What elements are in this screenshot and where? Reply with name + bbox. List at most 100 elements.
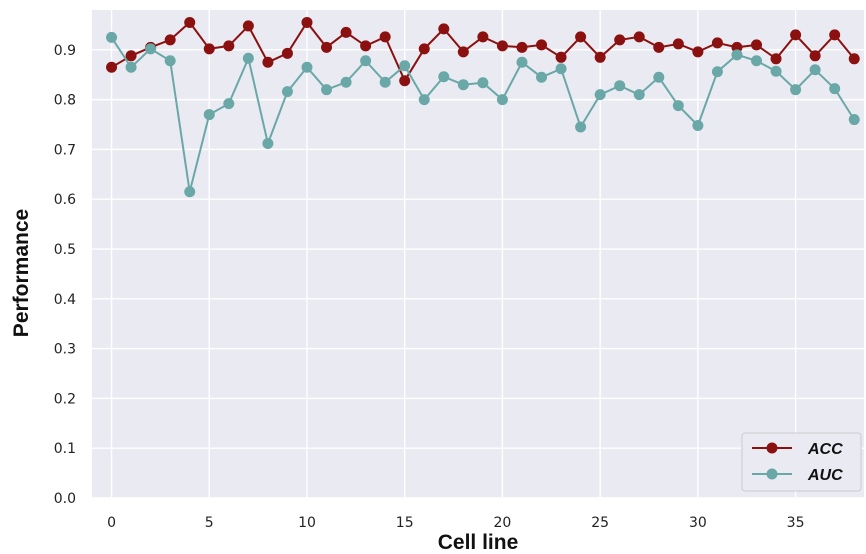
data-point-auc [184, 186, 196, 198]
data-point-acc [516, 41, 528, 53]
data-point-auc [321, 84, 333, 96]
data-point-auc [418, 94, 430, 106]
series-group [106, 16, 860, 198]
data-point-auc [340, 76, 352, 88]
data-point-acc [672, 38, 684, 50]
x-tick-label: 30 [689, 515, 707, 531]
data-point-acc [418, 43, 430, 55]
data-point-auc [203, 109, 215, 121]
data-point-acc [125, 50, 137, 62]
data-point-acc [242, 20, 254, 32]
data-point-auc [379, 76, 391, 88]
data-point-auc [575, 121, 587, 133]
data-point-acc [340, 26, 352, 38]
x-tick-label: 10 [298, 515, 316, 531]
y-tick-label: 0.4 [54, 292, 76, 308]
data-point-auc [125, 61, 137, 73]
y-tick-label: 0.5 [54, 242, 76, 258]
data-point-auc [399, 60, 411, 72]
data-point-acc [848, 53, 860, 65]
data-point-auc [145, 43, 157, 55]
data-point-acc [555, 51, 567, 63]
data-point-acc [575, 31, 587, 43]
data-point-auc [809, 64, 821, 76]
data-point-acc [438, 23, 450, 35]
data-point-acc [301, 16, 313, 28]
data-point-auc [106, 31, 118, 43]
data-point-acc [281, 47, 293, 59]
data-point-auc [223, 98, 235, 110]
data-point-auc [536, 71, 548, 83]
data-point-auc [770, 65, 782, 77]
x-tick-label: 5 [205, 515, 214, 531]
x-tick-label: 0 [107, 515, 116, 531]
x-tick-label: 15 [396, 515, 414, 531]
y-axis-title: Performance [10, 209, 33, 337]
data-point-acc [477, 31, 489, 43]
data-point-acc [829, 29, 841, 41]
data-point-auc [496, 94, 508, 106]
tick-labels: 0 5 10 15 20 25 30 35 0.0 0.1 0.2 0.3 0.4 0.5 0.6 0.7 0.… [54, 43, 805, 531]
data-point-acc [614, 34, 626, 46]
data-point-auc [672, 100, 684, 112]
legend-auc-marker [766, 468, 778, 480]
data-point-auc [614, 80, 626, 92]
data-point-acc [711, 37, 723, 49]
data-point-auc [457, 79, 469, 91]
data-point-auc [477, 77, 489, 89]
plot-area [92, 10, 864, 498]
data-point-acc [321, 41, 333, 53]
data-point-auc [262, 137, 274, 149]
data-point-auc [829, 83, 841, 95]
y-tick-label: 0.7 [54, 142, 76, 158]
data-point-acc [770, 53, 782, 65]
y-tick-label: 0.2 [54, 391, 76, 407]
legend: ACC AUC [741, 432, 862, 492]
data-point-acc [751, 39, 763, 51]
data-point-acc [379, 31, 391, 43]
data-point-auc [692, 120, 704, 132]
data-point-acc [106, 61, 118, 73]
data-point-acc [809, 50, 821, 62]
x-tick-label: 35 [787, 515, 805, 531]
data-point-auc [360, 55, 372, 67]
data-point-acc [203, 43, 215, 55]
data-point-auc [516, 56, 528, 68]
data-point-auc [711, 66, 723, 78]
data-point-acc [653, 41, 665, 53]
y-tick-label: 0.9 [54, 43, 76, 59]
data-point-auc [301, 61, 313, 73]
data-point-acc [262, 56, 274, 68]
data-point-acc [184, 16, 196, 28]
y-tick-label: 0.0 [54, 491, 76, 507]
data-point-acc [457, 46, 469, 58]
y-tick-label: 0.8 [54, 93, 76, 109]
data-point-acc [790, 29, 802, 41]
y-tick-label: 0.1 [54, 441, 76, 457]
legend-acc-marker [766, 442, 778, 454]
data-point-auc [751, 55, 763, 67]
data-point-auc [653, 71, 665, 83]
data-point-acc [496, 40, 508, 52]
data-point-acc [692, 46, 704, 58]
data-point-acc [633, 31, 645, 43]
data-point-acc [536, 39, 548, 51]
data-point-acc [360, 40, 372, 52]
data-point-auc [164, 55, 176, 67]
x-tick-label: 25 [591, 515, 609, 531]
y-tick-label: 0.6 [54, 192, 76, 208]
data-point-auc [633, 89, 645, 101]
x-axis-title: Cell line [438, 531, 519, 554]
y-tick-label: 0.3 [54, 342, 76, 358]
data-point-acc [594, 51, 606, 63]
data-point-auc [281, 86, 293, 98]
data-point-auc [731, 49, 743, 61]
legend-acc-label: ACC [807, 441, 843, 458]
x-tick-label: 20 [494, 515, 512, 531]
data-point-auc [790, 84, 802, 96]
data-point-auc [555, 63, 567, 75]
data-point-auc [242, 52, 254, 64]
data-point-acc [164, 34, 176, 46]
data-point-auc [848, 114, 860, 126]
